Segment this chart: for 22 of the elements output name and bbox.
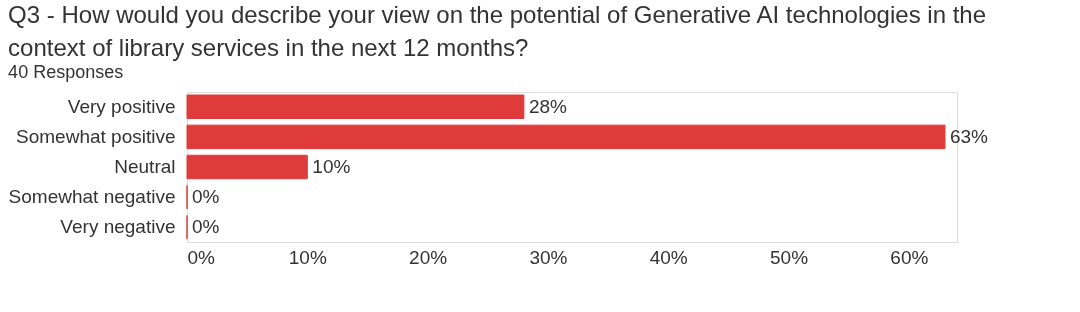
bar — [186, 154, 308, 180]
x-tick-label: 40% — [649, 246, 688, 268]
x-tick-label: 0% — [187, 246, 216, 268]
chart-subtitle: 40 Responses — [8, 62, 124, 82]
data-label: 63% — [949, 125, 989, 147]
chart-title: Q3 - How would you describe your view on the potential of Generative AI technologies in the context of library services in the next 12 months? — [8, 1, 987, 61]
bar — [186, 124, 946, 150]
y-tick-label: Somewhat negative — [8, 186, 176, 208]
data-label: 10% — [312, 156, 351, 177]
y-tick-label: Very negative — [60, 216, 176, 238]
x-tick-label: 10% — [288, 246, 327, 268]
x-tick-label: 60% — [890, 246, 929, 268]
data-label: 28% — [528, 95, 568, 117]
x-tick-label: 20% — [409, 246, 448, 268]
data-label: 0% — [192, 186, 220, 208]
y-tick-label: Somewhat positive — [16, 125, 176, 147]
y-tick-label: Very positive — [67, 95, 176, 117]
x-tick-label: 30% — [529, 246, 568, 268]
y-tick-label: Neutral — [114, 156, 176, 177]
x-tick-label: 50% — [770, 246, 809, 268]
data-label: 0% — [192, 216, 220, 238]
bar — [186, 94, 525, 120]
